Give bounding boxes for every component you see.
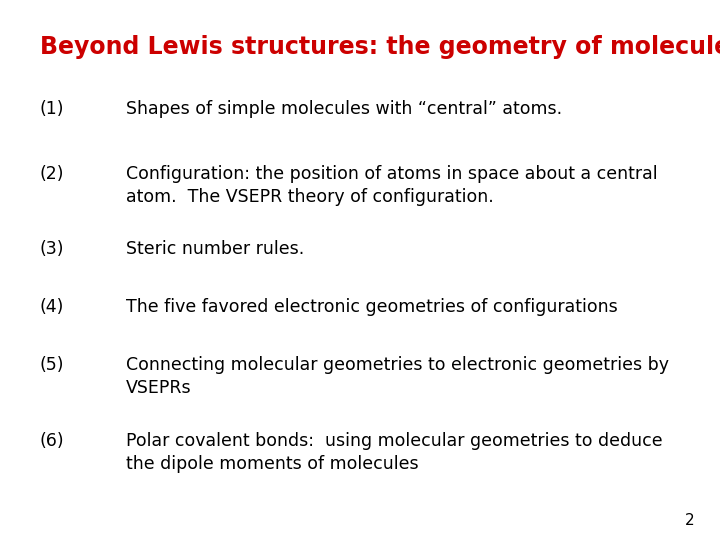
- Text: Steric number rules.: Steric number rules.: [126, 240, 305, 258]
- Text: (3): (3): [40, 240, 64, 258]
- Text: (4): (4): [40, 298, 64, 316]
- Text: Shapes of simple molecules with “central” atoms.: Shapes of simple molecules with “central…: [126, 100, 562, 118]
- Text: Configuration: the position of atoms in space about a central
atom.  The VSEPR t: Configuration: the position of atoms in …: [126, 165, 657, 206]
- Text: The five favored electronic geometries of configurations: The five favored electronic geometries o…: [126, 298, 618, 316]
- Text: 2: 2: [685, 513, 695, 528]
- Text: Connecting molecular geometries to electronic geometries by
VSEPRs: Connecting molecular geometries to elect…: [126, 356, 669, 397]
- Text: (5): (5): [40, 356, 64, 374]
- Text: (6): (6): [40, 432, 64, 450]
- Text: (2): (2): [40, 165, 64, 183]
- Text: Beyond Lewis structures: the geometry of molecules: Beyond Lewis structures: the geometry of…: [40, 35, 720, 59]
- Text: (1): (1): [40, 100, 64, 118]
- Text: Polar covalent bonds:  using molecular geometries to deduce
the dipole moments o: Polar covalent bonds: using molecular ge…: [126, 432, 662, 473]
